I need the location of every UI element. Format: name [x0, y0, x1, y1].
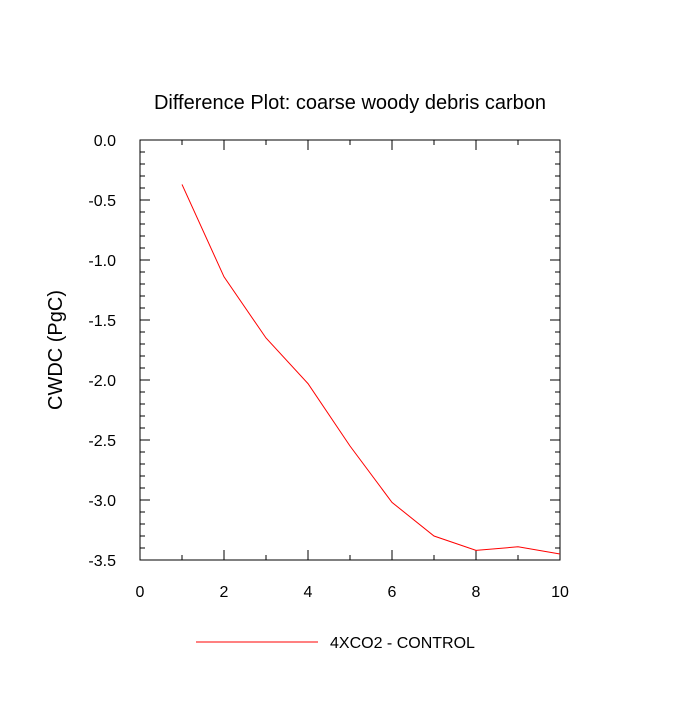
data-point — [392, 502, 393, 503]
x-tick-label: 6 — [388, 584, 397, 601]
y-axis-tick-labels: 0.0 -0.5 -1.0 -1.5 -2.0 -2.5 -3.0 -3.5 — [88, 133, 116, 570]
axis-ticks — [139, 139, 561, 561]
y-tick-label: -1.0 — [88, 253, 116, 270]
data-point — [560, 554, 561, 555]
y-tick-label: -2.5 — [88, 433, 116, 450]
data-point — [266, 338, 267, 339]
x-axis-tick-labels: 0 2 4 6 8 10 — [136, 584, 569, 601]
data-point — [350, 446, 351, 447]
y-tick-label: -0.5 — [88, 193, 116, 210]
y-tick-label: -3.5 — [88, 553, 116, 570]
x-tick-label: 10 — [551, 584, 569, 601]
x-tick-label: 4 — [304, 584, 313, 601]
series-line-0 — [181, 184, 561, 555]
data-point — [434, 536, 435, 537]
chart-title: Difference Plot: coarse woody debris car… — [154, 92, 546, 114]
data-point — [308, 383, 309, 384]
y-tick-label: -3.0 — [88, 493, 116, 510]
data-point — [518, 546, 519, 547]
x-tick-label: 8 — [472, 584, 481, 601]
data-point — [182, 184, 183, 185]
series-lines — [181, 184, 561, 555]
data-point — [476, 550, 477, 551]
x-tick-label: 2 — [220, 584, 229, 601]
x-tick-label: 0 — [136, 584, 145, 601]
y-tick-label: -1.5 — [88, 313, 116, 330]
legend: 4XCO2 - CONTROL — [196, 635, 475, 652]
y-tick-label: 0.0 — [94, 133, 116, 150]
plot-frame — [139, 139, 561, 561]
y-tick-label: -2.0 — [88, 373, 116, 390]
y-axis-label: CWDC (PgC) — [45, 290, 67, 410]
legend-label: 4XCO2 - CONTROL — [330, 635, 475, 652]
data-point — [224, 276, 225, 277]
